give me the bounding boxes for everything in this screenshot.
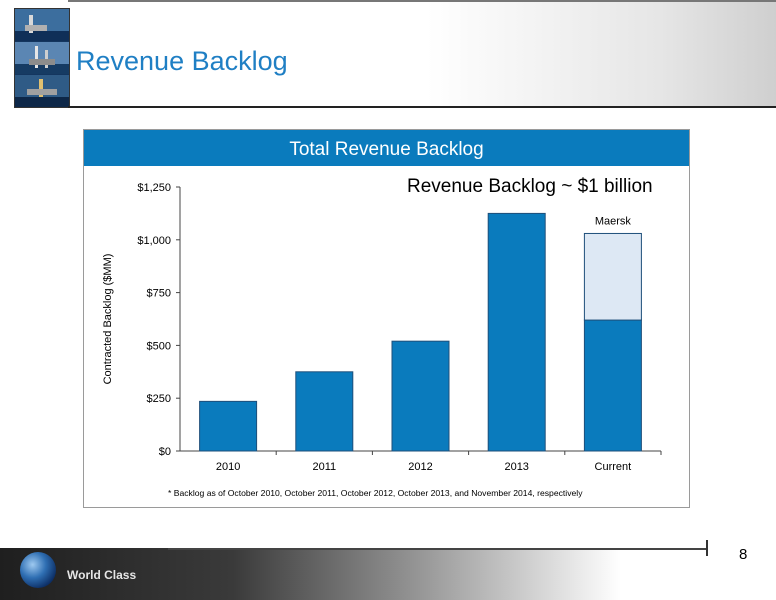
header-rule — [68, 106, 776, 108]
bar-segment-label-maersk: Maersk — [595, 215, 632, 227]
revenue-backlog-chart: $0 $250 $500 $750 $1,000 $1,250 2010 2011 2012 20… — [102, 176, 662, 498]
page-number: 8 — [739, 546, 748, 563]
chart-annotation: Revenue Backlog ~ $1 billion — [407, 176, 653, 197]
y-tick-label: $500 — [147, 340, 171, 352]
bar-backlog-2012 — [391, 340, 450, 452]
x-tick-label: 2011 — [312, 461, 336, 473]
bar-backlog-2010 — [199, 400, 258, 452]
footer-line — [168, 548, 708, 550]
offshore-rig-photo-strip — [14, 8, 70, 108]
chart-panel: Total Revenue Backlog $0 $250 $500 $750 $1,0… — [83, 129, 690, 508]
header-top-line — [68, 0, 776, 2]
y-tick-label: $250 — [147, 393, 171, 405]
y-tick-label: $0 — [159, 446, 171, 458]
header-band: Revenue Backlog — [0, 0, 776, 108]
y-axis-label: Contracted Backlog ($MM) — [102, 254, 114, 385]
globe-icon — [20, 552, 56, 588]
footer-tick — [706, 540, 708, 556]
y-tick-label: $750 — [147, 288, 171, 300]
panel-title: Total Revenue Backlog — [289, 139, 484, 160]
rig-photos-icon — [15, 9, 69, 107]
y-tick-label: $1,000 — [137, 235, 171, 247]
page-title: Revenue Backlog — [76, 46, 288, 76]
x-tick-label: Current — [595, 461, 632, 473]
x-tick-label: 2010 — [216, 461, 240, 473]
panel-header: Total Revenue Backlog — [84, 130, 689, 166]
chart-footnote: * Backlog as of October 2010, October 20… — [168, 488, 583, 498]
footer-band — [0, 548, 776, 600]
x-tick-label: 2012 — [408, 461, 432, 473]
bar-backlog-2013 — [487, 212, 546, 452]
bar-maersk-current — [583, 232, 642, 321]
footer-label: World Class — [67, 568, 137, 582]
bar-backlog-current — [583, 319, 642, 452]
bar-backlog-2011 — [295, 371, 354, 452]
x-tick-label: 2013 — [504, 461, 528, 473]
y-tick-label: $1,250 — [137, 182, 171, 194]
